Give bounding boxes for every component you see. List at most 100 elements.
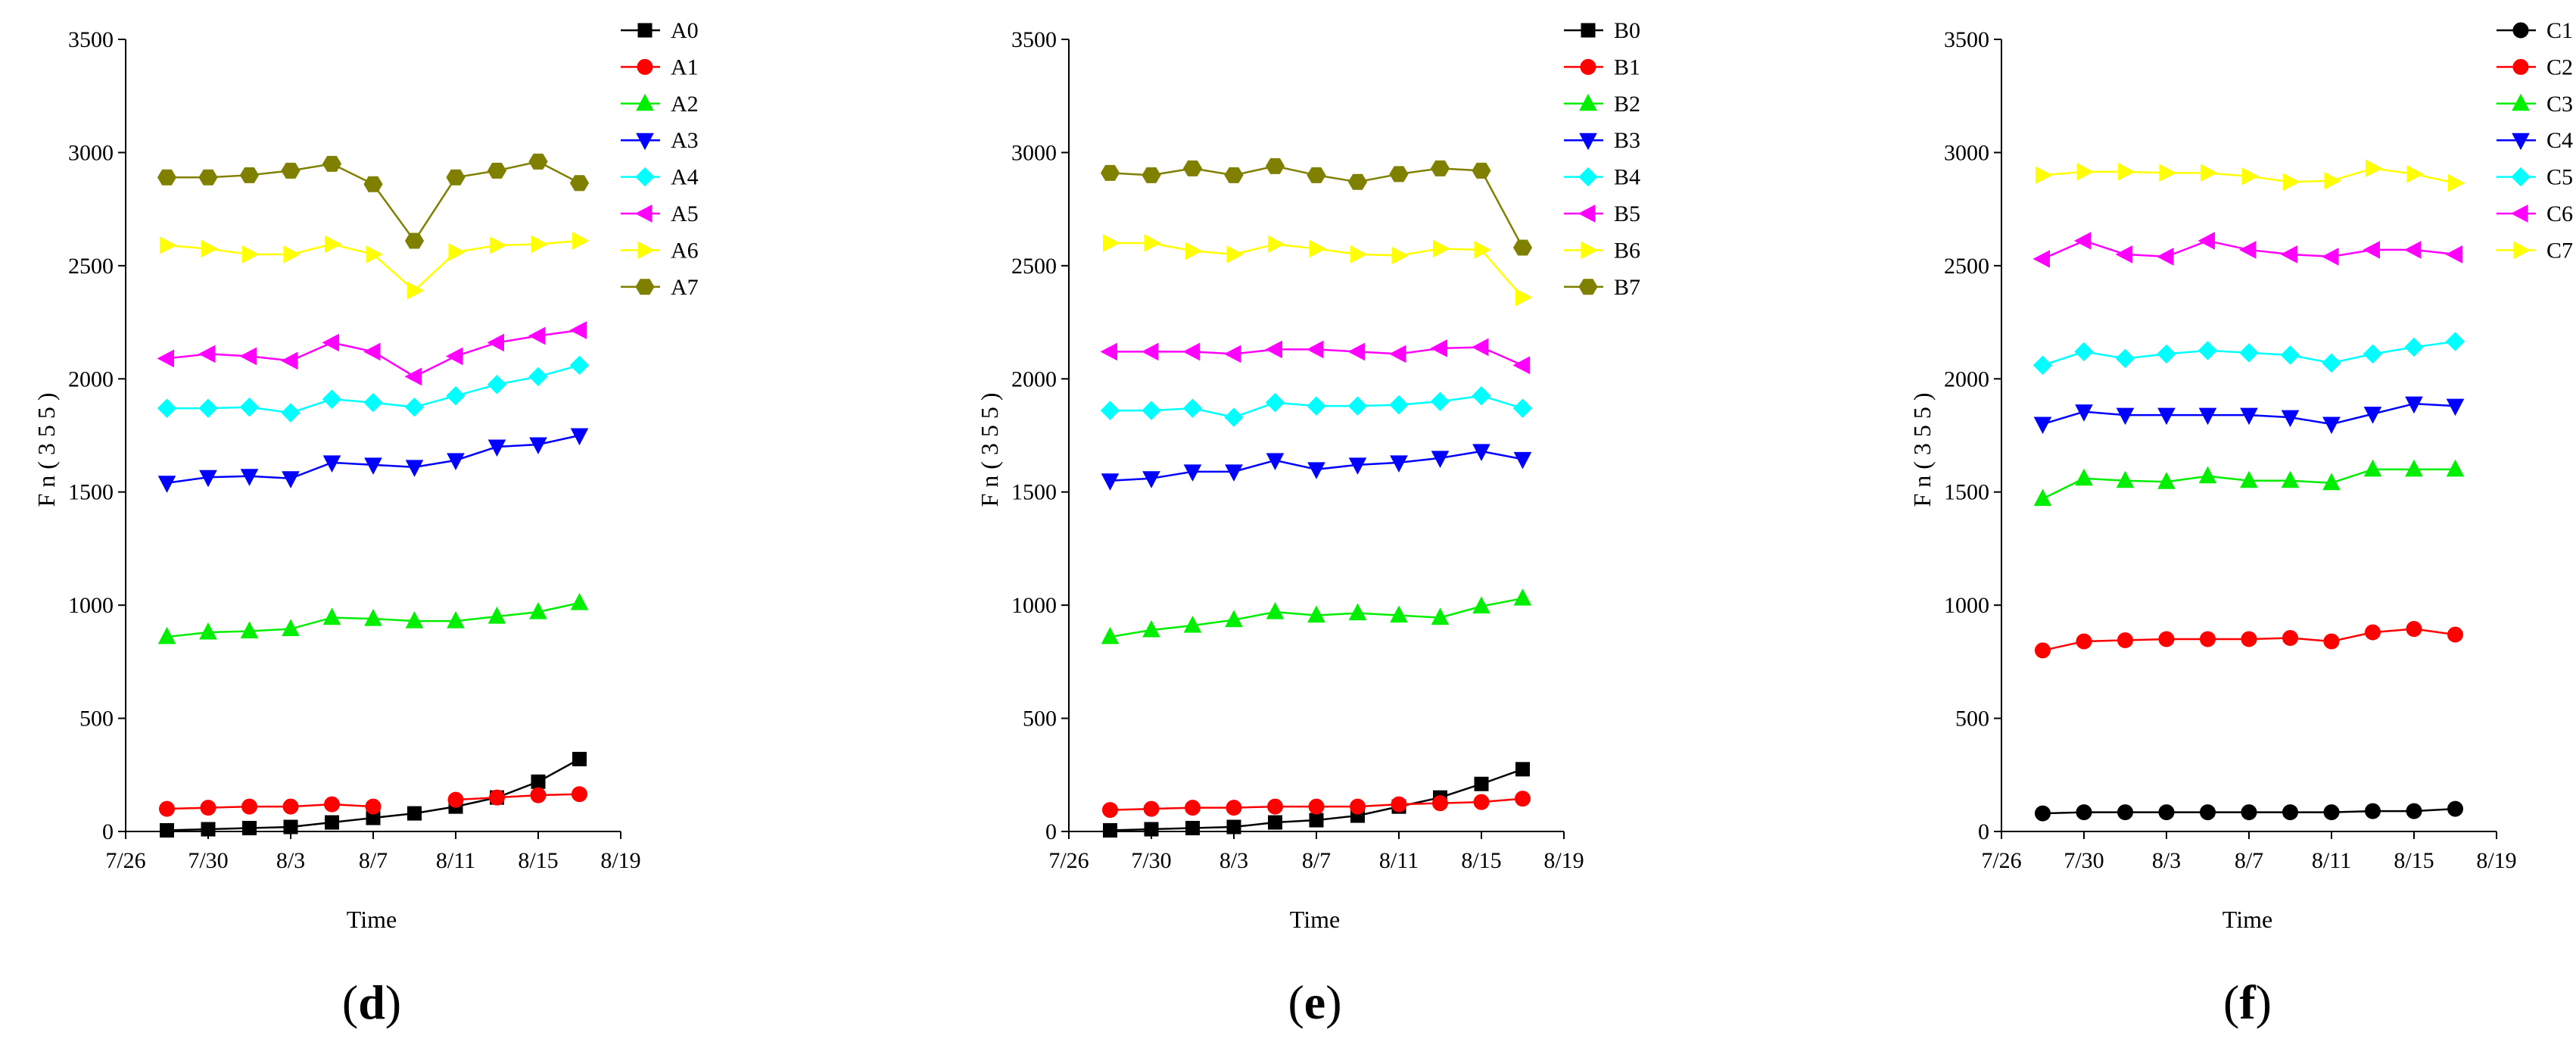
- y-tick-label: 1000: [68, 593, 114, 618]
- data-point-C5: [2032, 355, 2053, 376]
- data-point-A3: [529, 437, 547, 455]
- x-tick-label: 7/30: [1131, 848, 1171, 873]
- data-point-B4: [1142, 401, 1161, 420]
- panel-label-e: (e): [1288, 975, 1341, 1029]
- data-point-B7: [1265, 158, 1285, 174]
- legend-label-B7: B7: [1614, 275, 1640, 300]
- data-point-C3: [2405, 459, 2423, 477]
- data-point-C1: [2117, 804, 2133, 821]
- legend-marker-B0: [1581, 23, 1596, 38]
- x-tick-label: 8/15: [518, 848, 558, 873]
- data-point-B6: [1103, 234, 1120, 252]
- x-tick-label: 8/7: [1302, 848, 1331, 873]
- data-point-A4: [363, 392, 383, 413]
- data-point-B5: [1100, 342, 1117, 361]
- legend-entry-B1: B1: [1564, 55, 1640, 80]
- legend-entry-C1: C1: [2497, 18, 2573, 43]
- data-point-A7: [281, 162, 301, 179]
- data-point-C7: [2283, 173, 2300, 192]
- data-point-A6: [531, 235, 549, 254]
- panel-label-d: (d): [342, 975, 401, 1029]
- data-point-B3: [1348, 457, 1367, 475]
- data-point-C4: [2363, 407, 2382, 424]
- x-tick-label: 8/15: [1461, 848, 1501, 873]
- legend-marker-B1: [1580, 58, 1596, 75]
- legend-entry-A5: A5: [621, 201, 699, 226]
- y-axis-title-e: F n ( 3 5 5 ): [976, 392, 1003, 507]
- data-point-B3: [1183, 464, 1202, 482]
- data-point-C7: [2241, 167, 2260, 186]
- legend-marker-C1: [2512, 22, 2529, 39]
- data-point-B5: [1471, 338, 1489, 357]
- data-point-B0: [1309, 813, 1324, 828]
- y-tick-label: 3000: [68, 140, 114, 165]
- data-point-C6: [2280, 245, 2297, 264]
- series-B6: [1103, 234, 1533, 307]
- data-point-B7: [1182, 160, 1203, 176]
- data-point-C7: [2118, 163, 2135, 181]
- data-point-A1: [572, 786, 587, 803]
- data-point-B1: [1432, 795, 1448, 812]
- data-point-A1: [200, 800, 216, 816]
- data-point-A2: [322, 607, 341, 626]
- data-point-B6: [1144, 234, 1162, 252]
- data-point-C4: [2116, 407, 2135, 426]
- data-point-B3: [1431, 451, 1450, 468]
- data-point-B2: [1142, 619, 1160, 638]
- legend-marker-C6: [2510, 204, 2528, 223]
- x-tick-label: 8/3: [2152, 848, 2181, 873]
- legend-label-B2: B2: [1614, 92, 1640, 117]
- data-point-B0: [1144, 822, 1159, 837]
- data-point-A3: [282, 471, 300, 488]
- x-tick-label: 8/19: [2476, 848, 2516, 873]
- data-point-B5: [1430, 339, 1447, 357]
- series-B5: [1100, 338, 1530, 375]
- data-point-C4: [2446, 398, 2465, 416]
- data-point-A4: [198, 398, 218, 418]
- data-point-A6: [242, 245, 260, 264]
- series-C5: [2032, 332, 2465, 376]
- data-point-B2: [1513, 588, 1532, 606]
- data-point-C2: [2200, 631, 2216, 647]
- legend-label-C7: C7: [2546, 238, 2573, 263]
- data-point-A0: [283, 819, 298, 835]
- legend-label-A4: A4: [671, 165, 699, 190]
- data-point-C3: [2281, 470, 2300, 488]
- data-point-B3: [1101, 473, 1120, 491]
- data-point-C5: [2280, 345, 2300, 365]
- data-point-B2: [1266, 602, 1285, 619]
- data-point-C1: [2365, 803, 2381, 819]
- x-tick-label: 7/26: [1981, 848, 2021, 873]
- data-point-C7: [2036, 166, 2053, 185]
- data-point-B1: [1102, 802, 1118, 819]
- data-point-C1: [2282, 804, 2298, 821]
- data-point-B3: [1472, 444, 1490, 461]
- data-point-A2: [157, 626, 176, 644]
- data-point-B5: [1347, 342, 1365, 361]
- x-axis-title-d: Time: [347, 906, 397, 933]
- data-point-B4: [1100, 401, 1120, 420]
- series-B2: [1101, 588, 1532, 644]
- data-point-C3: [2322, 473, 2341, 491]
- data-point-B7: [1430, 160, 1450, 176]
- panel-e: 0 500 1000 1500 2000 2500 3000 3500 7/26 7/30 8/3 8…: [976, 18, 1640, 1029]
- x-tick-label: 8/15: [2394, 848, 2434, 873]
- data-point-A0: [242, 821, 257, 836]
- x-tick-label: 8/3: [1219, 848, 1248, 873]
- data-point-B2: [1307, 605, 1325, 623]
- legend-marker-A1: [637, 58, 653, 75]
- data-point-C1: [2241, 804, 2257, 821]
- data-point-B2: [1390, 605, 1408, 623]
- legend-marker-C3: [2512, 93, 2530, 111]
- data-point-A4: [446, 385, 466, 406]
- legend-label-B5: B5: [1614, 201, 1640, 226]
- y-tick-label: 3500: [68, 27, 114, 52]
- x-tick-label: 8/11: [436, 848, 475, 873]
- data-point-A6: [448, 243, 466, 261]
- data-point-A2: [529, 602, 547, 619]
- legend-entry-A2: A2: [621, 92, 699, 117]
- data-point-B5: [1223, 345, 1241, 363]
- y-tick-label: 1000: [1944, 593, 1989, 618]
- x-tick-label: 8/11: [1379, 848, 1419, 873]
- data-point-A0: [531, 774, 546, 789]
